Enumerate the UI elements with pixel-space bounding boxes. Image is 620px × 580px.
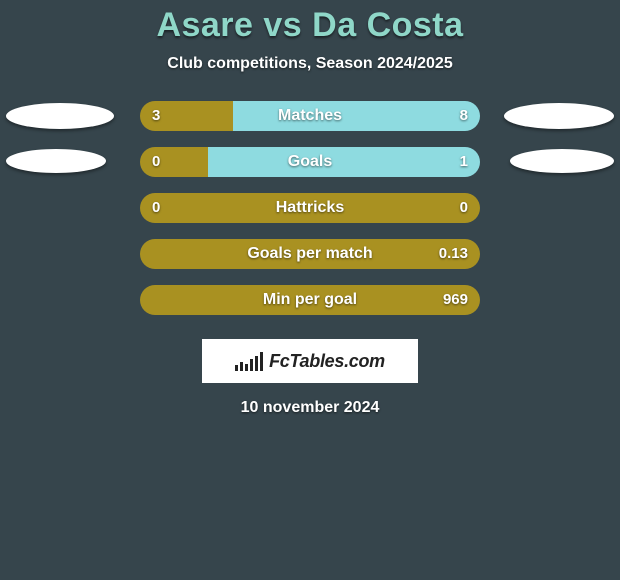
stat-bar-right-seg xyxy=(208,147,480,177)
team-badge-right xyxy=(504,103,614,129)
stat-row: 0.13Goals per match xyxy=(0,239,620,269)
brand-box[interactable]: FcTables.com xyxy=(202,339,418,383)
comparison-infographic: Asare vs Da Costa Club competitions, Sea… xyxy=(0,0,620,580)
team-badge-left xyxy=(6,149,106,173)
stat-bar xyxy=(140,101,480,131)
stat-bar xyxy=(140,239,480,269)
date-text: 10 november 2024 xyxy=(0,399,620,417)
stat-bar xyxy=(140,193,480,223)
stat-bar-left-seg xyxy=(140,239,480,269)
brand-chart-icon xyxy=(235,351,263,371)
stat-bar-left-seg xyxy=(140,285,480,315)
stat-bar xyxy=(140,147,480,177)
stat-bar-left-seg xyxy=(140,101,233,131)
stat-row: 00Hattricks xyxy=(0,193,620,223)
team-badge-left xyxy=(6,103,114,129)
stat-row: 969Min per goal xyxy=(0,285,620,315)
stat-rows: 38Matches 01Goals 00Hattricks 0.13Goals per… xyxy=(0,101,620,315)
stat-bar-left-seg xyxy=(140,147,208,177)
stat-row: 01Goals xyxy=(0,147,620,177)
stat-row: 38Matches xyxy=(0,101,620,131)
team-badge-right xyxy=(510,149,614,173)
page-title: Asare vs Da Costa xyxy=(0,6,620,45)
stat-bar-left-seg xyxy=(140,193,480,223)
brand-text: FcTables.com xyxy=(269,351,385,372)
stat-bar-right-seg xyxy=(233,101,480,131)
stat-bar xyxy=(140,285,480,315)
subtitle: Club competitions, Season 2024/2025 xyxy=(0,55,620,73)
